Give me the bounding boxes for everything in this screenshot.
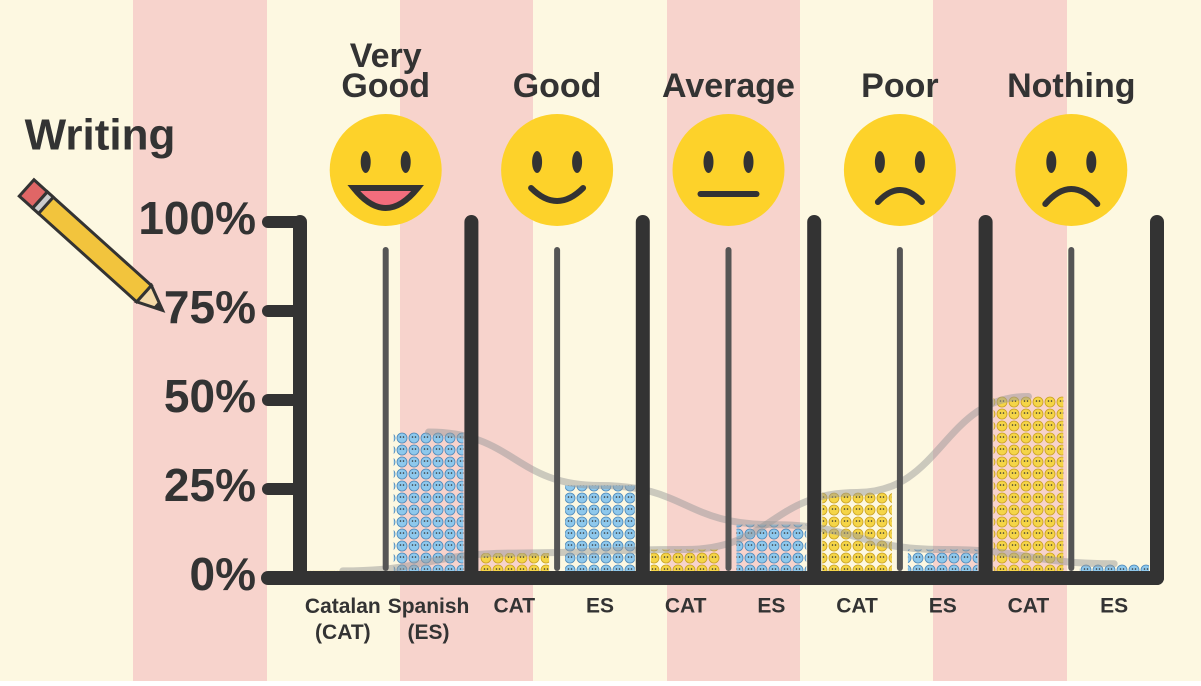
mouth [528, 185, 587, 204]
bar-label: CAT [665, 595, 707, 618]
face [843, 114, 956, 226]
bar-label: ES [757, 595, 785, 618]
face-circle [1015, 114, 1128, 226]
face [329, 114, 442, 226]
face-circle [329, 114, 442, 226]
face-circle [672, 114, 785, 226]
trend-line [425, 428, 1118, 568]
bar-label: CAT [836, 595, 878, 618]
bar [565, 485, 635, 578]
eye [532, 151, 543, 173]
eye [400, 151, 411, 173]
y-tick-label: 100% [138, 192, 256, 244]
bar-label: ES [1100, 595, 1128, 618]
eye [743, 151, 754, 173]
pencil [17, 177, 166, 313]
face [1015, 114, 1128, 226]
y-tick-label: 0% [190, 548, 256, 600]
eye [914, 151, 925, 173]
bar-label: ES [586, 595, 614, 618]
y-tick-label: 25% [164, 459, 256, 511]
eye [572, 151, 583, 173]
mouth [1042, 186, 1101, 207]
trend-line [339, 392, 1032, 575]
category-label: Poor [861, 67, 938, 105]
face [501, 114, 614, 226]
bar-label: Spanish (ES) [388, 595, 470, 644]
eye [1046, 151, 1057, 173]
mouth [347, 185, 424, 211]
y-tick-label: 50% [164, 370, 256, 422]
chart-title: Writing [25, 111, 176, 160]
face [672, 114, 785, 226]
bar [993, 396, 1064, 578]
bar-label: CAT [1008, 595, 1050, 618]
eye [1086, 151, 1097, 173]
bar [393, 432, 464, 578]
bar-label: Catalan (CAT) [305, 595, 381, 644]
category-label: Good [513, 67, 602, 105]
face-circle [843, 114, 956, 226]
y-tick-label: 75% [164, 281, 256, 333]
bar-label: ES [929, 595, 957, 618]
eye [703, 151, 714, 173]
eye [360, 151, 371, 173]
category-label: Average [662, 67, 795, 105]
category-label: Nothing [1007, 67, 1135, 105]
bar-label: CAT [493, 595, 535, 618]
category-label: Very Good [341, 37, 430, 105]
mouth [874, 187, 925, 205]
eye [874, 151, 885, 173]
face-circle [501, 114, 614, 226]
